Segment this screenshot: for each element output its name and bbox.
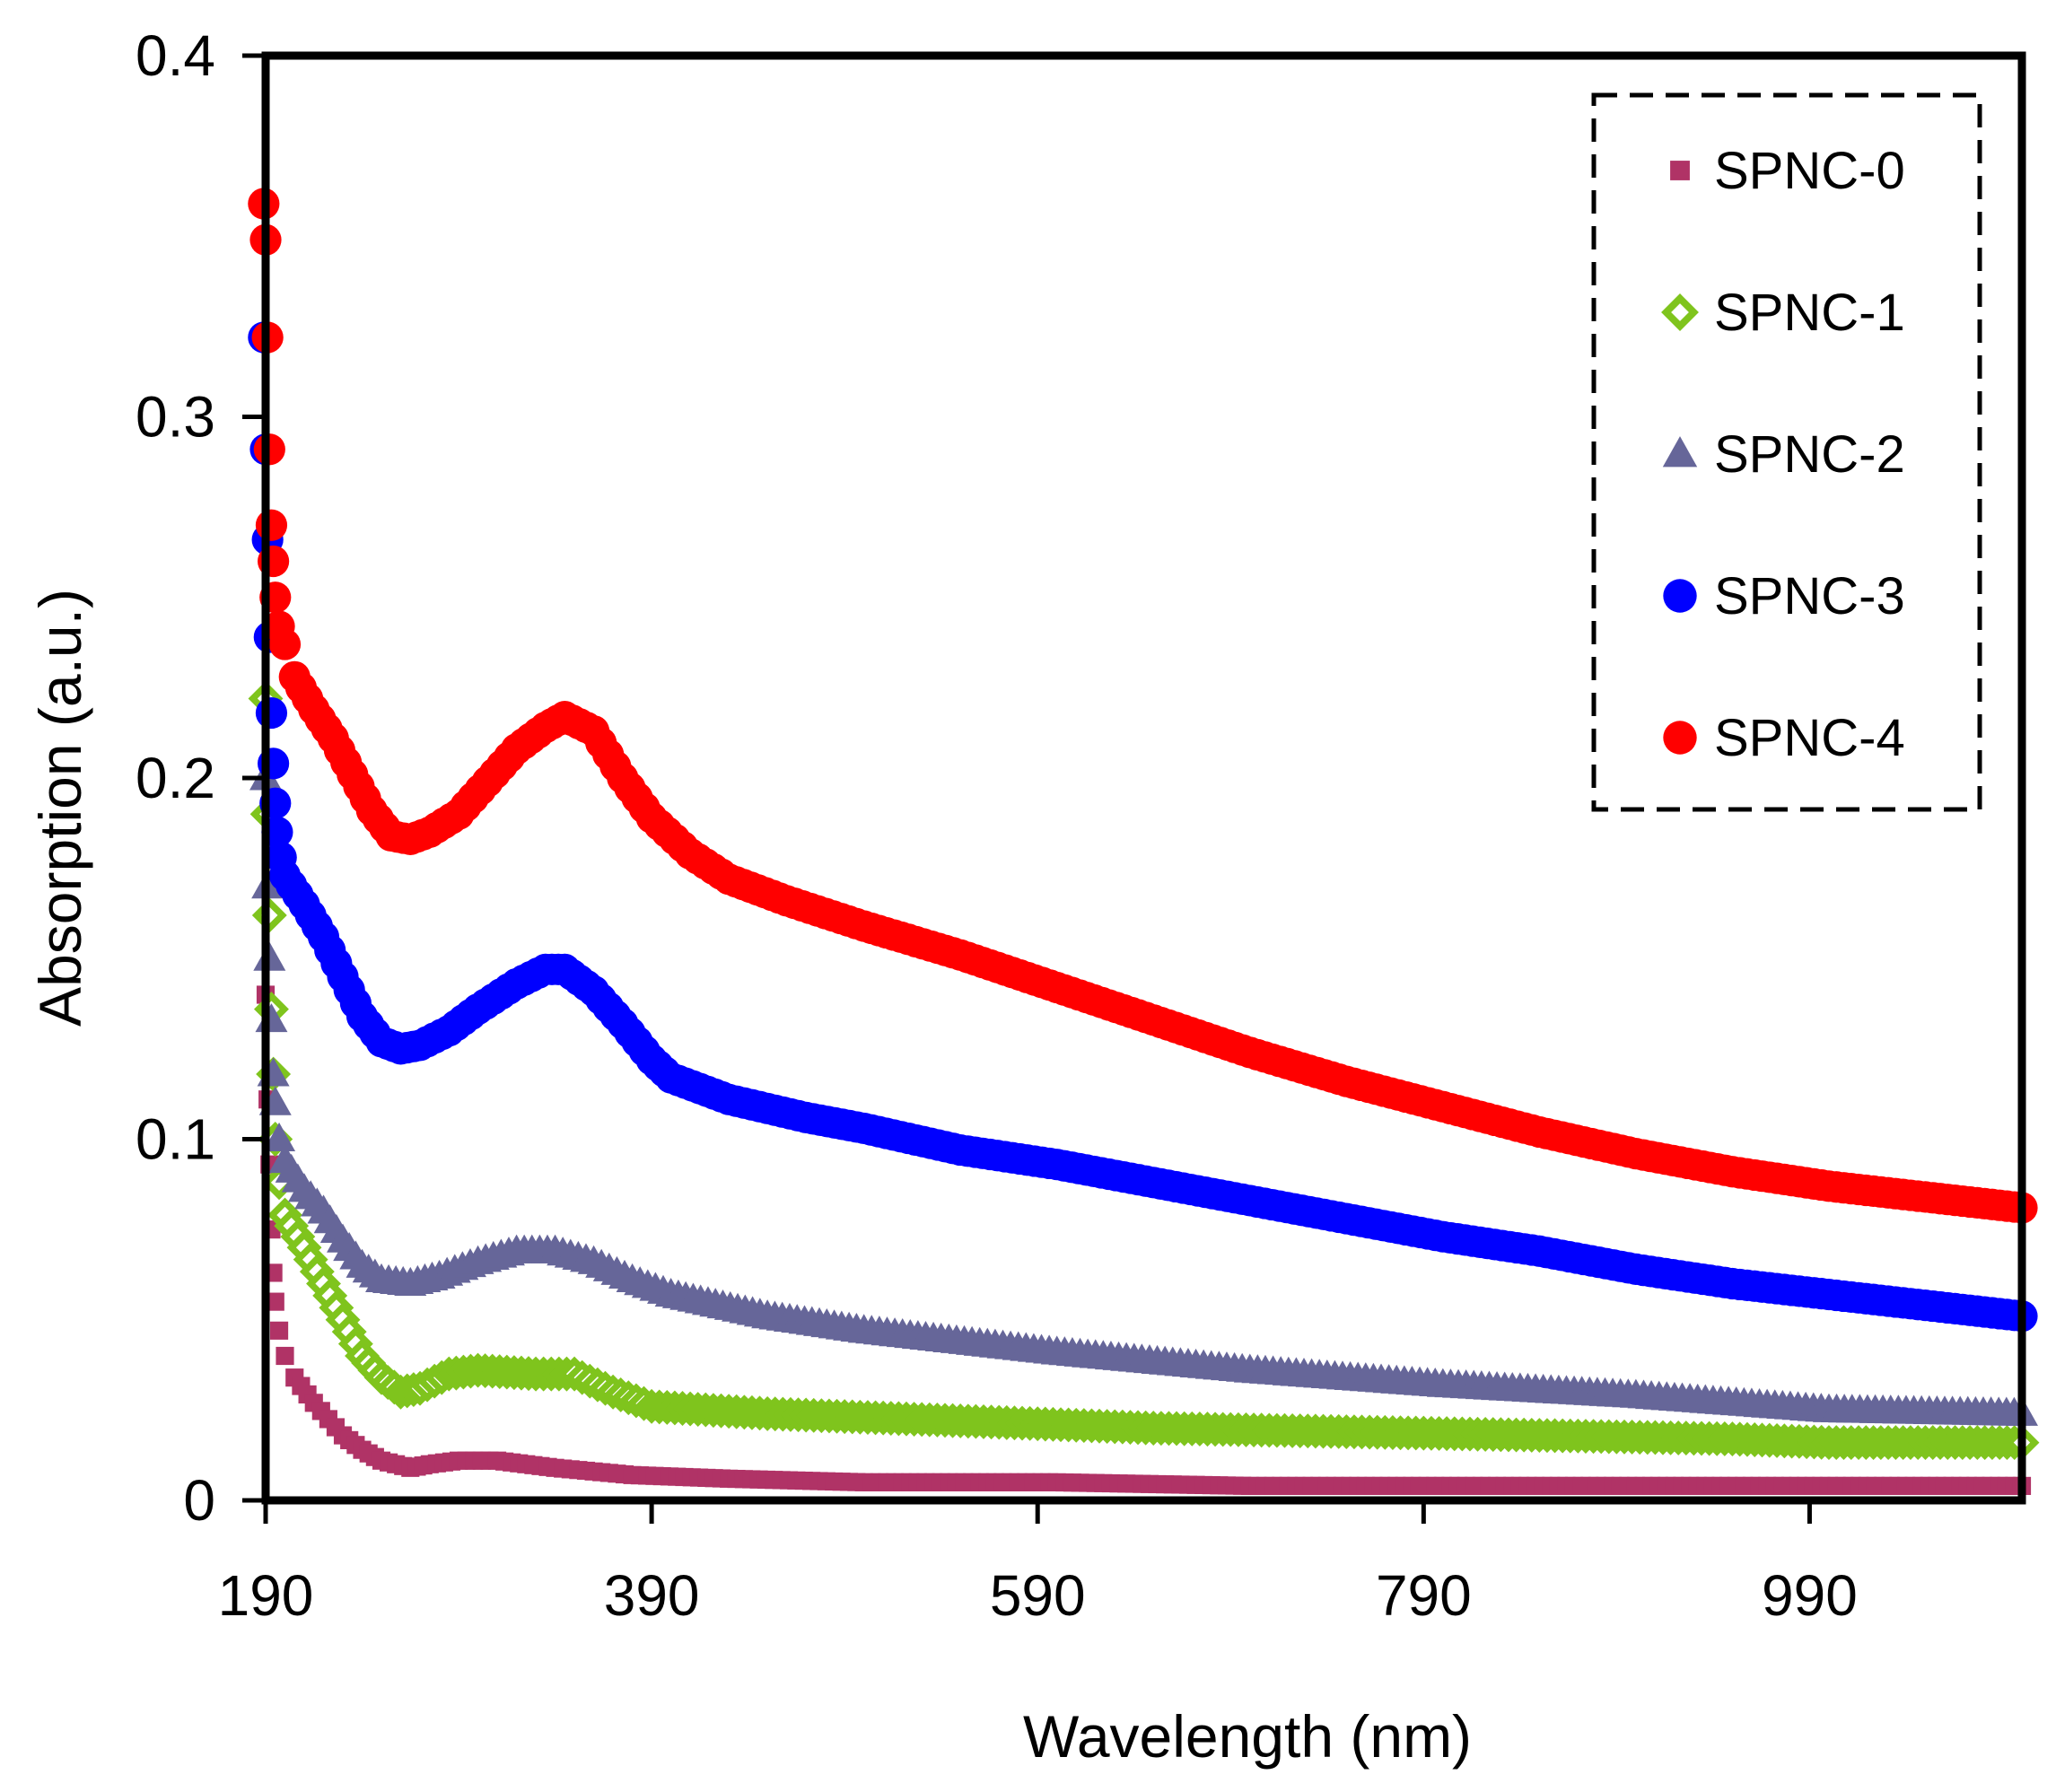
x-axis-title: Wavelength (nm) <box>1023 1703 1472 1770</box>
legend-marker-SPNC-3 <box>1663 579 1697 613</box>
legend-marker-SPNC-1 <box>1661 293 1699 331</box>
x-tick-label: 990 <box>1762 1563 1858 1628</box>
legend-label: SPNC-4 <box>1714 709 1905 767</box>
legend-item-SPNC-3: SPNC-3 <box>1663 567 1905 625</box>
legend-label: SPNC-1 <box>1714 284 1905 342</box>
legend-marker-SPNC-0 <box>1670 161 1690 180</box>
legend-frame <box>1591 92 1982 812</box>
x-tick-label: 590 <box>990 1563 1086 1628</box>
series-layer <box>248 188 2040 1495</box>
data-point-SPNC-2 <box>263 1122 296 1151</box>
legend-marker-SPNC-4 <box>1663 721 1697 755</box>
series-SPNC-3 <box>248 321 2038 1333</box>
x-tick-label: 790 <box>1376 1563 1472 1628</box>
legend-item-SPNC-2: SPNC-2 <box>1662 425 1905 484</box>
series-SPNC-1 <box>248 681 2040 1461</box>
data-point-SPNC-0 <box>266 1292 284 1311</box>
data-point-SPNC-4 <box>255 509 288 541</box>
series-SPNC-2 <box>249 761 2038 1426</box>
x-tick-label: 390 <box>604 1563 700 1628</box>
legend-label: SPNC-2 <box>1714 425 1905 484</box>
axis-layer: 190 390 590 790 990 0 0.1 0.2 0.3 0.4 <box>136 23 1858 1628</box>
x-tick-label: 190 <box>218 1563 314 1628</box>
legend-item-SPNC-1: SPNC-1 <box>1661 284 1905 342</box>
legend-item-SPNC-4: SPNC-4 <box>1663 709 1905 767</box>
series-SPNC-0 <box>256 985 2032 1495</box>
legend-item-SPNC-0: SPNC-0 <box>1670 142 1905 200</box>
data-point-SPNC-0 <box>269 1321 289 1340</box>
data-point-SPNC-0 <box>276 1346 294 1366</box>
y-axis-title: Absorption (a.u.) <box>27 589 93 1027</box>
data-point-SPNC-4 <box>268 628 302 660</box>
y-tick-label: 0.2 <box>136 746 215 810</box>
y-tick-label: 0.4 <box>136 23 215 88</box>
y-tick-label: 0.1 <box>136 1107 215 1172</box>
y-tick-label: 0.3 <box>136 385 215 450</box>
y-tick-label: 0 <box>183 1468 215 1533</box>
legend-label: SPNC-3 <box>1714 567 1905 625</box>
legend-label: SPNC-0 <box>1714 142 1905 200</box>
series-SPNC-4 <box>248 188 2038 1224</box>
legend-marker-SPNC-2 <box>1662 436 1698 468</box>
legend: SPNC-0 SPNC-1 SPNC-2 SPNC-3 SPNC-4 <box>1591 92 1982 812</box>
data-point-SPNC-3 <box>255 696 288 730</box>
